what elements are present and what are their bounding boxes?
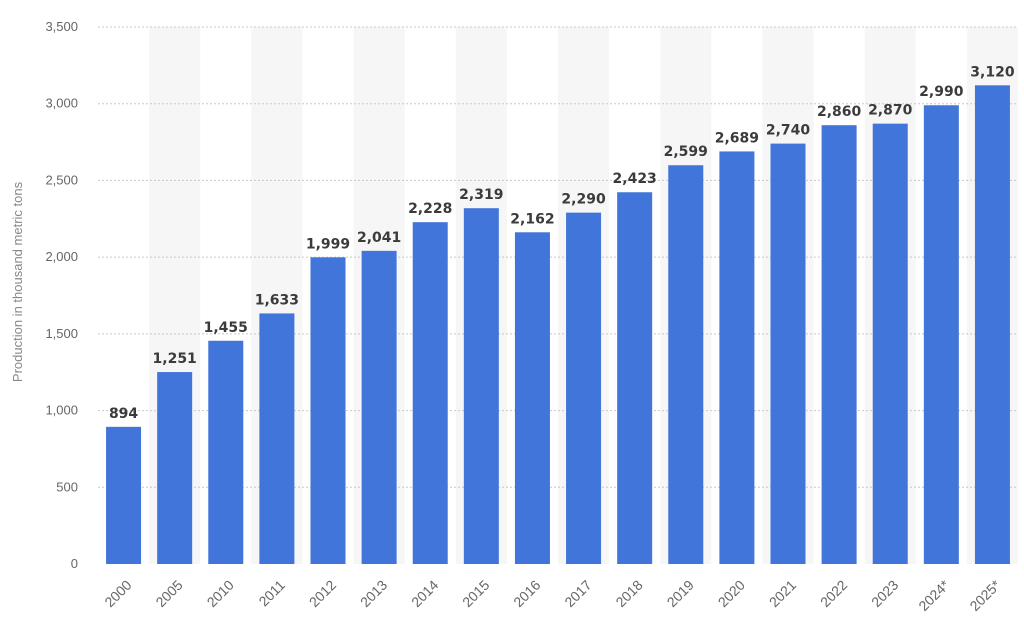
y-tick-label: 2,000 [45,249,78,264]
x-tick-label: 2019 [664,577,697,610]
bar [974,85,1010,564]
x-tick-label: 2016 [510,577,543,610]
y-axis-label: Production in thousand metric tons [10,181,25,382]
data-label: 2,740 [766,123,811,139]
bar [770,143,806,564]
gridlines [98,26,1018,488]
y-axis-ticks: 0 500 1,000 1,500 2,000 2,500 3,000 3,500 [45,19,78,571]
y-tick-label: 3,500 [45,19,78,34]
bar [412,222,448,565]
data-label: 2,228 [408,201,452,217]
y-tick-label: 1,500 [45,326,78,341]
x-tick-label: 2021 [766,577,799,610]
bar [872,123,908,564]
x-tick-label: 2025* [966,576,1004,614]
bar [566,212,602,565]
bar [514,232,550,565]
data-label: 2,319 [459,187,503,203]
x-tick-label: 2000 [101,577,134,610]
x-tick-label: 2023 [868,577,901,610]
data-label: 2,162 [510,211,554,227]
x-tick-label: 2024* [915,576,953,614]
x-tick-label: 2013 [357,577,390,610]
bar [106,426,142,564]
data-label: 3,120 [970,64,1015,80]
x-tick-label: 2014 [408,577,441,610]
x-tick-label: 2010 [204,577,237,610]
bar [259,313,295,564]
y-tick-label: 0 [71,556,78,571]
data-label: 1,251 [153,351,197,367]
x-tick-label: 2012 [306,577,339,610]
data-label: 2,860 [817,104,862,120]
bar [208,340,244,564]
y-tick-label: 3,000 [45,96,78,111]
y-tick-label: 2,500 [45,172,78,187]
bar [923,105,959,565]
bar [157,372,193,564]
bar [668,165,704,564]
bar [821,125,857,565]
x-tick-label: 2017 [561,577,594,610]
data-label: 2,423 [613,171,657,187]
x-tick-label: 2011 [255,577,288,610]
bar [361,250,397,564]
bar [719,151,755,564]
x-tick-label: 2022 [817,577,850,610]
x-tick-label: 2015 [459,577,492,610]
data-label: 2,870 [868,103,913,119]
data-label: 2,689 [715,130,759,146]
bar [463,208,499,564]
x-axis-ticks: 2000 2005 2010 2011 2012 2013 2014 2015 2016 2017… [101,576,1004,614]
data-label: 2,599 [664,144,708,160]
x-tick-label: 2005 [152,577,185,610]
data-label: 2,041 [357,230,401,246]
data-label: 1,633 [255,292,299,308]
data-label: 2,290 [561,192,606,208]
data-label: 1,455 [204,320,248,336]
x-tick-label: 2020 [715,577,748,610]
bar [310,257,346,564]
x-tick-label: 2018 [612,577,645,610]
bars [106,85,1010,565]
y-tick-label: 500 [56,479,78,494]
bar [617,192,653,565]
data-labels: 894 1,251 1,455 1,633 1,999 2,041 2,228 2,319 2,… [109,64,1015,422]
data-label: 894 [109,406,138,422]
data-label: 2,990 [919,84,964,100]
data-label: 1,999 [306,236,350,252]
y-tick-label: 1,000 [45,403,78,418]
